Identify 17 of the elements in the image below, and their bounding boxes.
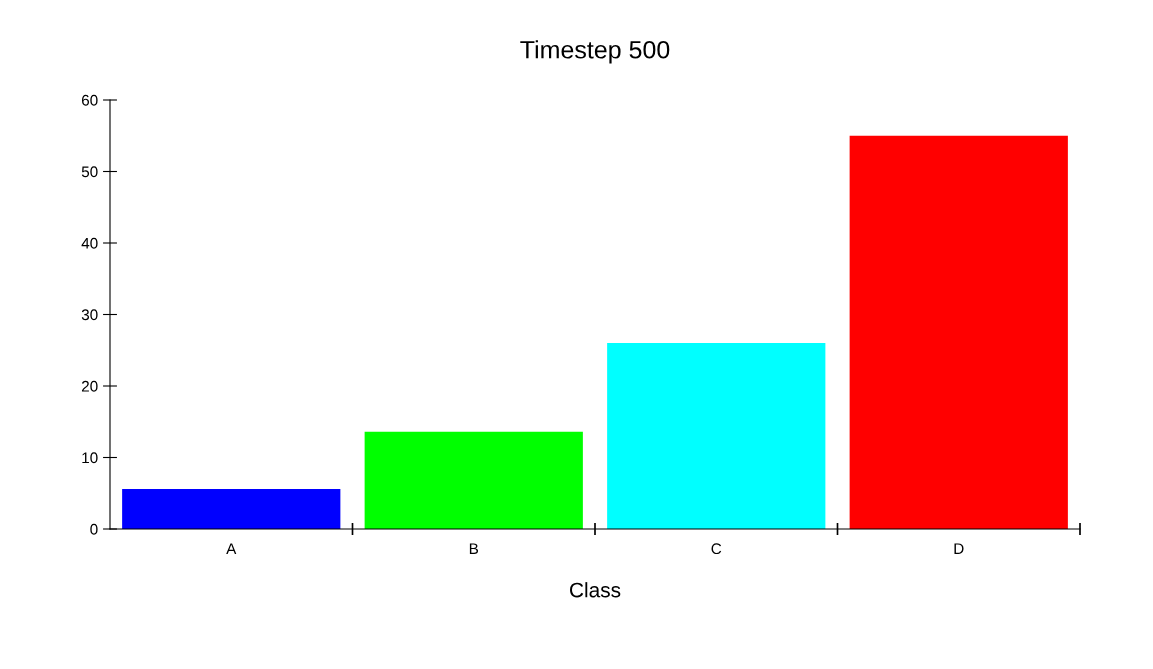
- chart-title: Timestep 500: [520, 40, 670, 64]
- y-tick-label: 40: [81, 237, 98, 249]
- y-tick-label: 60: [81, 94, 98, 106]
- y-tick-label: 50: [81, 166, 98, 178]
- x-tick-label: B: [469, 543, 479, 554]
- bar: [607, 343, 826, 529]
- x-tick-label: A: [226, 543, 237, 554]
- x-axis-title: Class: [570, 582, 621, 598]
- y-tick-label: 10: [82, 452, 98, 464]
- y-tick-label: 20: [81, 380, 98, 392]
- x-tick-label: C: [711, 543, 722, 555]
- x-tick-label: D: [954, 543, 964, 554]
- bar: [122, 488, 341, 529]
- bar: [364, 431, 583, 529]
- bar: [849, 135, 1068, 529]
- y-tick-label: 0: [90, 523, 98, 535]
- y-tick-label: 30: [81, 309, 98, 321]
